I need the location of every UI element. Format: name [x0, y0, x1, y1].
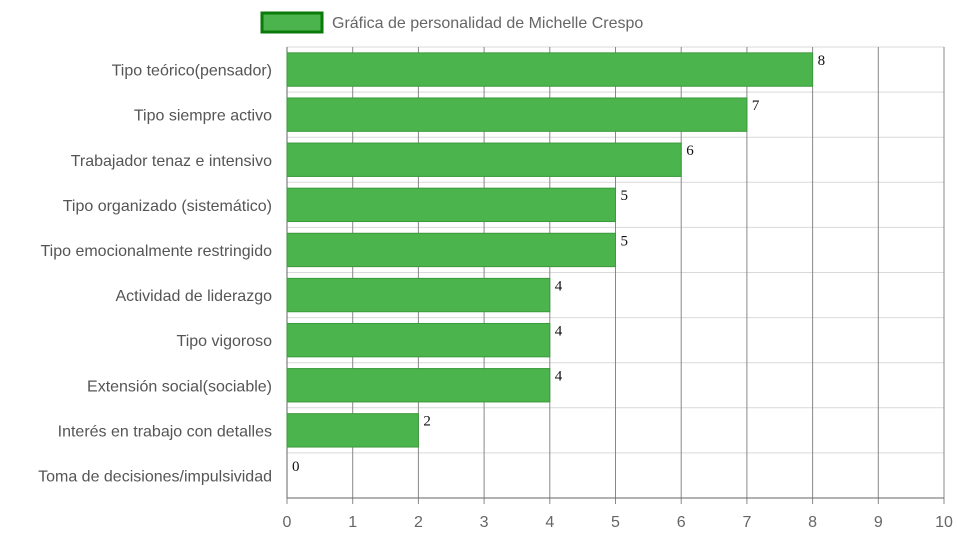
x-tick-label: 9 [874, 514, 883, 531]
data-labels: 8 7 6 5 5 4 4 4 2 0 [292, 53, 825, 475]
category-label: Interés en trabajo con detalles [58, 423, 272, 440]
bars [286, 52, 814, 448]
category-label: Tipo siempre activo [134, 108, 272, 125]
data-label: 5 [621, 188, 629, 204]
bar[interactable] [286, 322, 551, 358]
legend-label: Gráfica de personalidad de Michelle Cres… [332, 15, 643, 32]
category-label: Tipo emocionalmente restringido [40, 243, 272, 260]
x-tick-label: 10 [935, 514, 953, 531]
category-label: Tipo vigoroso [177, 333, 273, 350]
data-label: 5 [621, 233, 629, 249]
x-tick-label: 2 [414, 514, 423, 531]
category-label: Actividad de liderazgo [115, 288, 272, 305]
x-tick-label: 7 [742, 514, 751, 531]
category-labels: Tipo teórico(pensador) Tipo siempre activ… [38, 63, 272, 486]
category-label: Toma de decisiones/impulsividad [38, 468, 272, 485]
x-tick-label: 5 [611, 514, 620, 531]
bar[interactable] [286, 52, 814, 87]
x-tick-label: 6 [677, 514, 686, 531]
data-label: 4 [555, 278, 563, 294]
legend[interactable]: Gráfica de personalidad de Michelle Cres… [260, 11, 643, 34]
bar[interactable] [286, 187, 616, 223]
legend-swatch [260, 11, 324, 34]
bar[interactable] [286, 97, 748, 132]
category-label: Trabajador tenaz e intensivo [71, 153, 272, 170]
data-label: 7 [752, 98, 760, 114]
bar[interactable] [286, 232, 616, 268]
bar[interactable] [286, 142, 682, 177]
category-label: Tipo organizado (sistemático) [63, 198, 272, 215]
data-label: 0 [292, 459, 300, 475]
data-label: 4 [555, 369, 563, 385]
x-tick-label: 1 [348, 514, 357, 531]
bar[interactable] [286, 368, 551, 403]
x-tick-label: 8 [808, 514, 817, 531]
x-tick-label: 4 [545, 514, 554, 531]
x-tick-labels: 0 1 2 3 4 5 6 7 8 9 10 [283, 514, 953, 531]
x-tick-label: 0 [283, 514, 292, 531]
data-label: 6 [686, 143, 694, 159]
category-label: Tipo teórico(pensador) [112, 63, 272, 80]
data-label: 2 [423, 414, 431, 430]
bar[interactable] [286, 277, 551, 313]
data-label: 8 [818, 53, 826, 69]
bar[interactable] [286, 413, 419, 448]
category-label: Extensión social(sociable) [87, 378, 272, 395]
data-label: 4 [555, 323, 563, 339]
x-tick-label: 3 [480, 514, 489, 531]
